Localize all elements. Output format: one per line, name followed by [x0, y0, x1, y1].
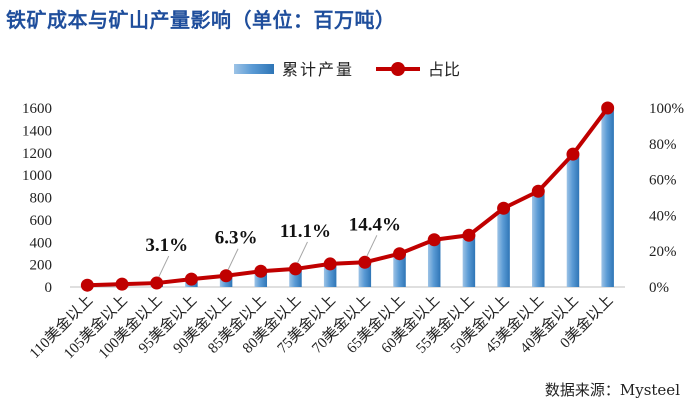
line-point	[254, 264, 268, 278]
y-left-tick-label: 1600	[22, 101, 52, 117]
line-series	[80, 101, 615, 292]
line-point	[219, 269, 233, 283]
y-left-tick-label: 400	[30, 235, 53, 251]
y-right-tick-label: 100%	[649, 101, 684, 117]
y-right-tick-label: 80%	[649, 137, 677, 153]
y-left-tick-label: 600	[30, 213, 53, 229]
line-point	[323, 257, 337, 271]
bar	[427, 240, 441, 287]
y-left-tick-label: 1200	[22, 146, 52, 162]
annotation-leader	[366, 235, 378, 257]
data-source: 数据来源：Mysteel	[544, 381, 680, 399]
y-left-tick-label: 1400	[22, 123, 52, 139]
legend-swatch-bar	[234, 64, 274, 74]
line-point	[358, 255, 372, 269]
y-left-tick-label: 800	[30, 191, 53, 207]
line-point	[80, 278, 94, 292]
line-point	[150, 276, 164, 290]
annotations: 3.1% 6.3% 11.1% 14.4%	[145, 214, 401, 278]
line-point	[184, 272, 198, 286]
annotation-label: 3.1%	[145, 235, 188, 256]
legend-label-bar: 累计产量	[282, 61, 354, 79]
bar	[566, 154, 580, 287]
axes: 0 200 400 600 800 1000 1200 1400 1600 0% 20% 40% 60%…	[22, 101, 684, 296]
legend-label-line: 占比	[428, 61, 460, 79]
bar	[323, 264, 337, 287]
line-point	[427, 233, 441, 247]
line-point	[115, 277, 129, 291]
bar	[462, 235, 476, 287]
y-left-tick-label: 1000	[22, 168, 52, 184]
y-left-tick-label: 200	[30, 258, 53, 274]
annotation-label: 14.4%	[349, 214, 401, 235]
bar	[532, 191, 545, 287]
bar-series	[81, 109, 614, 288]
line-point	[601, 101, 615, 115]
y-left-tick-label: 0	[45, 280, 53, 296]
line-point	[531, 184, 545, 198]
line-point	[497, 201, 511, 215]
y-right-tick-label: 60%	[649, 173, 677, 189]
bar	[497, 208, 510, 287]
annotation-leader	[227, 248, 239, 270]
chart-title: 铁矿成本与矿山产量影响（单位：百万吨）	[6, 8, 396, 32]
annotation-label: 11.1%	[280, 221, 331, 242]
bar	[358, 262, 372, 287]
bar	[601, 109, 614, 288]
y-right-tick-label: 20%	[649, 244, 677, 260]
legend-marker-line	[391, 62, 405, 76]
x-tick-labels: 110美金以上105美金以上100美金以上95美金以上90美金以上85美金以上8…	[26, 292, 616, 362]
y-right-tick-label: 40%	[649, 208, 677, 224]
legend: 累计产量 占比	[234, 61, 460, 79]
y-right-tick-label: 0%	[649, 280, 669, 296]
series-line	[87, 106, 610, 288]
bar	[393, 253, 406, 287]
annotation-leader	[158, 255, 170, 278]
annotation-label: 6.3%	[215, 228, 258, 249]
line-point	[462, 228, 476, 242]
line-point	[393, 247, 407, 261]
line-point	[566, 147, 580, 161]
annotation-leader	[297, 241, 308, 264]
line-point	[288, 262, 302, 276]
